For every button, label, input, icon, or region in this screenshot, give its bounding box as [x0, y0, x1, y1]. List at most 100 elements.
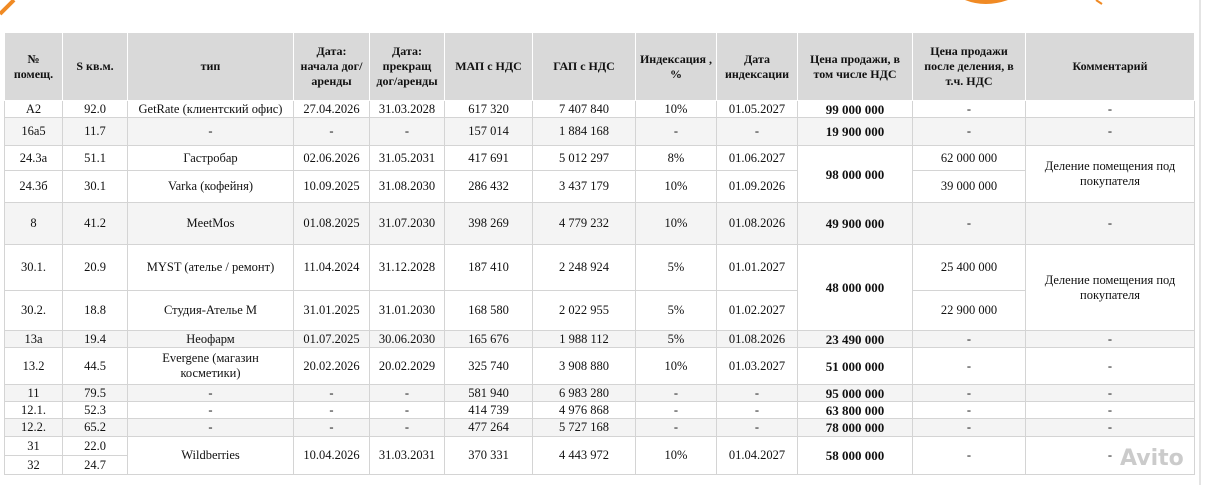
table-cell: - [369, 384, 445, 402]
table-cell: 477 264 [444, 418, 533, 437]
table-cell: 01.03.2027 [716, 347, 798, 385]
table-row: 13а 19.4 Неофарм 01.07.2025 30.06.2030 165 67… [4, 330, 1195, 348]
table-cell: - [293, 418, 370, 437]
table-cell: - [127, 117, 294, 146]
table-cell: 27.04.2026 [293, 100, 370, 118]
table-cell: - [127, 384, 294, 402]
table-cell: 51 000 000 [797, 347, 913, 385]
table-cell: 79.5 [62, 384, 128, 402]
table-cell: 2 022 955 [532, 290, 636, 331]
table-cell: - [1025, 401, 1195, 419]
table-cell: MeetMos [127, 202, 294, 245]
table-cell: - [1025, 330, 1195, 348]
table-cell: 31.08.2030 [369, 170, 445, 203]
table-cell: 31 [4, 436, 63, 456]
table-cell: 19 900 000 [797, 117, 913, 146]
table-cell: 168 580 [444, 290, 533, 331]
table-cell: 8 [4, 202, 63, 245]
table-cell: 20.9 [62, 244, 128, 291]
table-cell: Деление помещения под покупателя [1025, 145, 1195, 203]
table-cell: MYST (ателье / ремонт) [127, 244, 294, 291]
table-row: 30.2. 18.8 Студия-Ателье М 31.01.2025 31.01.… [4, 290, 1195, 331]
table-body: A2 92.0 GetRate (клиентский офис) 27.04.202… [4, 100, 1195, 475]
table-cell: - [1025, 202, 1195, 245]
table-cell: 398 269 [444, 202, 533, 245]
table-cell: - [912, 330, 1026, 348]
table-cell: 286 432 [444, 170, 533, 203]
table-row: 30.1. 20.9 MYST (ателье / ремонт) 11.04.202… [4, 244, 1195, 331]
table-cell: 31.12.2028 [369, 244, 445, 291]
table-cell: 3 908 880 [532, 347, 636, 385]
table-row: 8 41.2 MeetMos 01.08.2025 31.07.2030 398 269 4… [4, 202, 1195, 245]
table-cell: - [635, 418, 717, 437]
table-cell: 01.08.2026 [716, 202, 798, 245]
table-cell: 01.06.2027 [716, 145, 798, 171]
table-cell: 417 691 [444, 145, 533, 171]
table-cell: 01.04.2027 [716, 436, 798, 475]
table-cell: 5 727 168 [532, 418, 636, 437]
table-cell: 39 000 000 [912, 170, 1026, 203]
table-row: 24.3б 30.1 Varka (кофейня) 10.09.2025 31.08.… [4, 170, 1195, 203]
table-cell: - [716, 418, 798, 437]
table-row: 11 79.5- - -581 940 6 983 280- -95 000 000- - [4, 384, 1195, 402]
table-cell: 5% [635, 244, 717, 291]
table-cell: - [912, 384, 1026, 402]
table-cell: 187 410 [444, 244, 533, 291]
frame-line [1199, 0, 1201, 485]
table-cell: 10% [635, 170, 717, 203]
table-cell: 10.04.2026 [293, 436, 370, 475]
table-cell: - [1025, 418, 1195, 437]
column-header: МАП с НДС [444, 32, 533, 101]
table-cell: - [635, 401, 717, 419]
table-cell: 10% [635, 436, 717, 475]
table-cell: 01.08.2025 [293, 202, 370, 245]
table-row: 16а5 11.7- - -157 014 1 884 168- -19 900 000-… [4, 117, 1195, 146]
table-cell: 01.01.2027 [716, 244, 798, 291]
table-cell: 414 739 [444, 401, 533, 419]
table-cell: 18.8 [62, 290, 128, 331]
table-cell: - [912, 418, 1026, 437]
table-cell: 11.7 [62, 117, 128, 146]
table-cell: 581 940 [444, 384, 533, 402]
table-cell: GetRate (клиентский офис) [127, 100, 294, 118]
table-cell: 5 012 297 [532, 145, 636, 171]
table-cell: 01.05.2027 [716, 100, 798, 118]
table-cell: 30.1. [4, 244, 63, 291]
table-cell: Wildberries [127, 436, 294, 475]
table-cell: 19.4 [62, 330, 128, 348]
table-cell: 78 000 000 [797, 418, 913, 437]
table-cell: 5% [635, 330, 717, 348]
table-cell: 4 779 232 [532, 202, 636, 245]
table-row: A2 92.0 GetRate (клиентский офис) 27.04.202… [4, 100, 1195, 118]
table-cell: 62 000 000 [912, 145, 1026, 171]
table-cell: 31.07.2030 [369, 202, 445, 245]
table-cell: - [1025, 436, 1195, 475]
table-row: 32 24.7 [4, 455, 1195, 475]
table-cell: 8% [635, 145, 717, 171]
table-row: 12.2. 65.2- - -477 264 5 727 168- -78 000 000… [4, 418, 1195, 437]
table-cell: - [369, 418, 445, 437]
table-cell: 48 000 000 [797, 244, 913, 331]
table-cell: 31.03.2031 [369, 436, 445, 475]
table-cell: 22 900 000 [912, 290, 1026, 331]
table-cell: 23 490 000 [797, 330, 913, 348]
table-row: 31 22.0 Wildberries 10.04.2026 31.03.2031 370… [4, 436, 1195, 475]
table-cell: 617 320 [444, 100, 533, 118]
table-cell: - [716, 401, 798, 419]
table-cell: 4 976 868 [532, 401, 636, 419]
table-cell: Varka (кофейня) [127, 170, 294, 203]
table-cell: 44.5 [62, 347, 128, 385]
table-cell: 165 676 [444, 330, 533, 348]
table-row: 12.1. 52.3- - -414 739 4 976 868- -63 800 000… [4, 401, 1195, 419]
top-decoration [0, 0, 1103, 16]
table-cell: 65.2 [62, 418, 128, 437]
column-header: тип [127, 32, 294, 101]
table-cell: A2 [4, 100, 63, 118]
table-cell: - [1025, 117, 1195, 146]
table-cell: Evergene (магазин косметики) [127, 347, 294, 385]
table-cell: 24.3а [4, 145, 63, 171]
table-cell: 1 884 168 [532, 117, 636, 146]
table-cell: - [912, 100, 1026, 118]
table-cell: - [1025, 347, 1195, 385]
